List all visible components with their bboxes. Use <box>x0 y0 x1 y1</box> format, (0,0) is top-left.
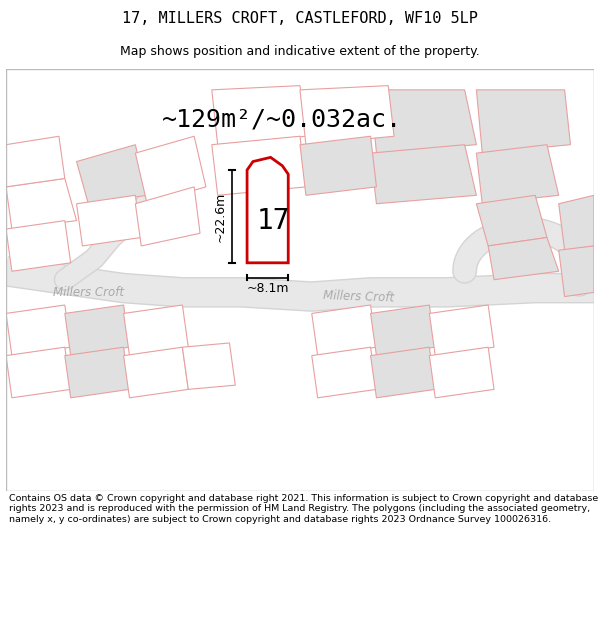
Polygon shape <box>212 86 306 144</box>
Polygon shape <box>77 195 141 246</box>
Polygon shape <box>312 305 376 356</box>
Polygon shape <box>124 348 188 398</box>
Polygon shape <box>6 221 71 271</box>
Polygon shape <box>124 305 188 356</box>
Polygon shape <box>476 90 571 153</box>
Polygon shape <box>476 144 559 204</box>
Polygon shape <box>300 136 376 195</box>
Text: Millers Croft: Millers Croft <box>53 286 124 299</box>
Text: 17: 17 <box>257 207 290 234</box>
Text: ~8.1m: ~8.1m <box>247 282 289 294</box>
Polygon shape <box>371 305 435 356</box>
Polygon shape <box>136 187 200 246</box>
Polygon shape <box>476 195 547 246</box>
Polygon shape <box>488 238 559 280</box>
Text: Contains OS data © Crown copyright and database right 2021. This information is : Contains OS data © Crown copyright and d… <box>9 494 598 524</box>
Polygon shape <box>312 348 376 398</box>
Polygon shape <box>430 305 494 356</box>
Polygon shape <box>77 144 147 204</box>
Polygon shape <box>65 348 130 398</box>
Polygon shape <box>6 179 77 229</box>
Polygon shape <box>136 136 206 204</box>
Polygon shape <box>371 348 435 398</box>
Polygon shape <box>559 246 594 296</box>
Polygon shape <box>65 305 130 356</box>
Text: ~22.6m: ~22.6m <box>214 191 227 241</box>
Polygon shape <box>559 195 594 250</box>
Polygon shape <box>371 144 476 204</box>
Polygon shape <box>371 90 476 153</box>
Polygon shape <box>6 305 71 356</box>
Polygon shape <box>6 136 65 187</box>
Polygon shape <box>212 136 306 195</box>
Text: 17, MILLERS CROFT, CASTLEFORD, WF10 5LP: 17, MILLERS CROFT, CASTLEFORD, WF10 5LP <box>122 11 478 26</box>
Polygon shape <box>430 348 494 398</box>
Polygon shape <box>6 348 71 398</box>
Polygon shape <box>182 343 235 389</box>
Polygon shape <box>300 86 394 144</box>
Text: Millers Croft: Millers Croft <box>323 289 395 304</box>
Polygon shape <box>247 158 288 262</box>
Polygon shape <box>253 195 283 254</box>
Text: ~129m²/~0.032ac.: ~129m²/~0.032ac. <box>163 107 403 131</box>
Text: Map shows position and indicative extent of the property.: Map shows position and indicative extent… <box>120 45 480 58</box>
